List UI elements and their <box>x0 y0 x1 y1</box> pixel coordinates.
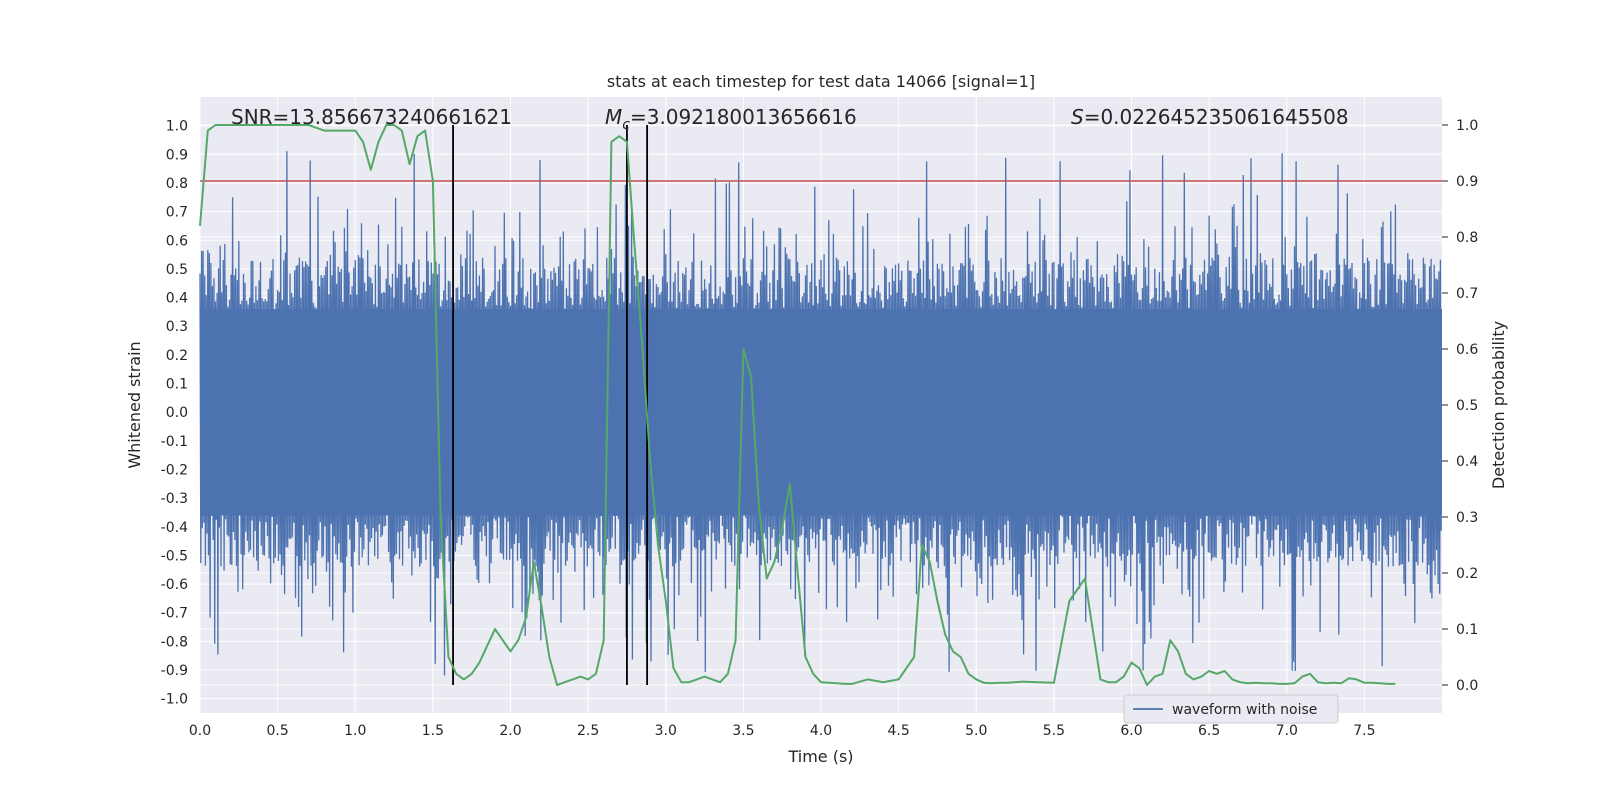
y2-tick-label: 0.6 <box>1456 342 1478 358</box>
y2-tick-label: 0.8 <box>1456 230 1478 246</box>
chirp-mass-subscript: c <box>622 117 630 133</box>
y-tick-label: 0.2 <box>166 348 188 364</box>
x-tick-label: 4.5 <box>887 723 909 739</box>
spin-annotation: S=0.022645235061645508 <box>1071 105 1349 129</box>
x-axis-label: Time (s) <box>787 747 853 766</box>
axis-ticks: 0.0 0.5 1.0 1.5 2.0 2.5 3.0 3.5 4.0 4.5 5.0 5.5 6.0 6… <box>161 118 1479 739</box>
y-tick-label: 0.6 <box>166 233 188 249</box>
y-tick-label: 0.5 <box>166 262 188 278</box>
x-tick-label: 6.5 <box>1198 723 1220 739</box>
legend: waveform with noise <box>1123 694 1339 724</box>
chirp-mass-value: =3.092180013656616 <box>630 105 857 129</box>
legend-box <box>1123 694 1339 724</box>
y-tick-label: -0.6 <box>161 577 188 593</box>
y-tick-label: -0.7 <box>161 606 188 622</box>
chirp-mass-symbol: M <box>605 105 622 129</box>
y-tick-label: 0.1 <box>166 377 188 393</box>
y-tick-label: 0.9 <box>166 147 188 163</box>
y-axis-label: Whitened strain <box>125 341 144 468</box>
y-tick-label: -0.8 <box>161 634 188 650</box>
y2-tick-label: 0.1 <box>1456 622 1478 638</box>
x-tick-label: 7.5 <box>1353 723 1375 739</box>
x-tick-label: 0.0 <box>189 723 211 739</box>
y-tick-label: 0.8 <box>166 176 188 192</box>
x-tick-label: 5.0 <box>965 723 987 739</box>
y-tick-label: -1.0 <box>161 692 188 708</box>
x-tick-label: 3.5 <box>732 723 754 739</box>
x-tick-label: 5.5 <box>1043 723 1065 739</box>
y-tick-label: 1.0 <box>166 119 188 135</box>
spin-value: =0.022645235061645508 <box>1084 105 1349 129</box>
y-tick-label: 0.3 <box>166 319 188 335</box>
x-tick-label: 2.0 <box>499 723 521 739</box>
y2-tick-label: 0.3 <box>1456 510 1478 526</box>
x-tick-label: 6.0 <box>1120 723 1142 739</box>
y2-tick-label: 0.2 <box>1456 566 1478 582</box>
y-tick-label: 0.7 <box>166 205 188 221</box>
y2-tick-label: 0.0 <box>1456 678 1478 694</box>
y-tick-label: -0.5 <box>161 548 188 564</box>
chart-title: stats at each timestep for test data 140… <box>607 72 1035 91</box>
x-tick-label: 1.5 <box>422 723 444 739</box>
legend-label: waveform with noise <box>1172 702 1317 718</box>
x-tick-label: 3.0 <box>655 723 677 739</box>
snr-annotation: SNR=13.856673240661621 <box>231 105 512 129</box>
waveform-series <box>199 151 1442 676</box>
chirp-mass-annotation: Mc=3.092180013656616 <box>605 105 857 133</box>
probability-line <box>199 124 1396 686</box>
y2-axis-label: Detection probability <box>1489 321 1508 489</box>
y-tick-label: -0.4 <box>161 520 188 536</box>
x-tick-label: 4.0 <box>810 723 832 739</box>
x-tick-label: 0.5 <box>266 723 288 739</box>
y2-tick-label: 0.4 <box>1456 454 1478 470</box>
x-tick-label: 1.0 <box>344 723 366 739</box>
y2-tick-label: 0.9 <box>1456 174 1478 190</box>
x-tick-label: 2.5 <box>577 723 599 739</box>
y-tick-label: -0.9 <box>161 663 188 679</box>
y2-tick-label: 0.5 <box>1456 398 1478 414</box>
x-tick-label: 7.0 <box>1276 723 1298 739</box>
y-tick-label: -0.2 <box>161 462 188 478</box>
waveform-band <box>200 309 1442 516</box>
y-tick-label: 0.4 <box>166 291 188 307</box>
y-tick-label: -0.3 <box>161 491 188 507</box>
spin-symbol: S <box>1071 105 1084 129</box>
y-tick-label: 0.0 <box>166 405 188 421</box>
y2-tick-label: 1.0 <box>1456 118 1478 134</box>
y2-tick-label: 0.7 <box>1456 286 1478 302</box>
y-tick-label: -0.1 <box>161 434 188 450</box>
probability-series <box>199 124 1396 686</box>
